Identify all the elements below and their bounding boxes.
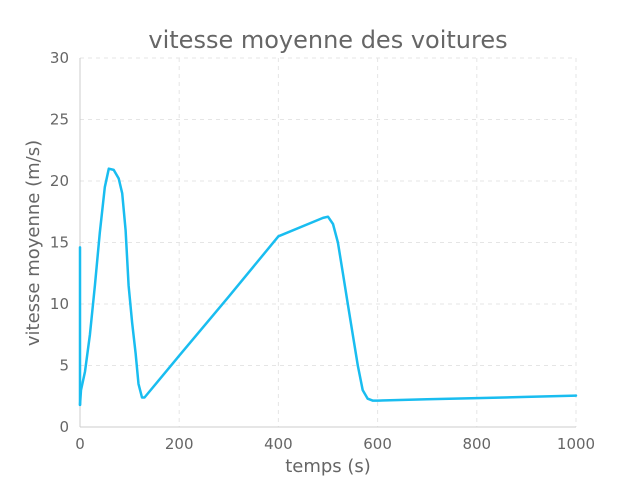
y-axis-label: vitesse moyenne (m/s) [23,140,44,346]
x-tick-label: 0 [75,435,85,453]
x-tick-label: 200 [165,435,194,453]
x-tick-label: 600 [363,435,392,453]
y-tick-label: 5 [59,357,69,375]
y-tick-label: 30 [50,49,69,67]
y-tick-label: 0 [59,418,69,436]
chart-title: vitesse moyenne des voitures [148,26,507,54]
x-tick-labels: 0 200 400 600 800 1000 [75,435,595,453]
x-tick-label: 400 [264,435,293,453]
x-axis-label: temps (s) [285,456,371,477]
y-tick-labels: 0 5 10 15 20 25 30 [50,49,69,436]
x-tick-label: 1000 [557,435,595,453]
y-tick-label: 15 [50,234,69,252]
series-group [78,167,578,407]
y-tick-label: 20 [50,172,69,190]
series-line [78,167,578,407]
grid [80,57,577,427]
x-tick-label: 800 [462,435,491,453]
y-tick-label: 25 [50,111,69,129]
y-tick-label: 10 [50,295,69,313]
